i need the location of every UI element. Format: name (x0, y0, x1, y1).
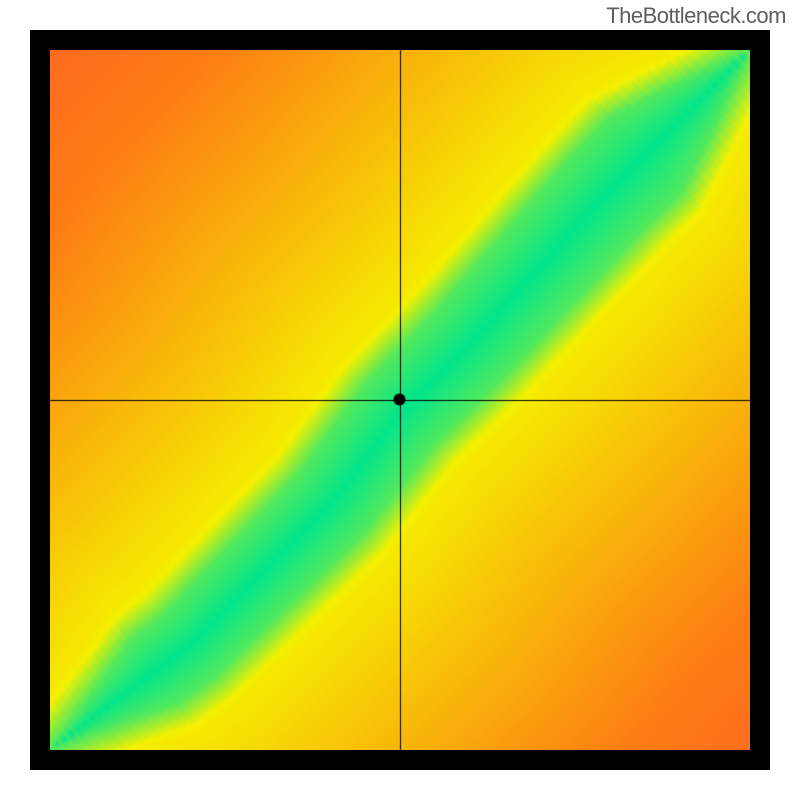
chart-container: TheBottleneck.com (0, 0, 800, 800)
watermark-text: TheBottleneck.com (606, 3, 786, 29)
heatmap-canvas (50, 50, 750, 750)
plot-area (50, 50, 750, 750)
plot-frame (30, 30, 770, 770)
